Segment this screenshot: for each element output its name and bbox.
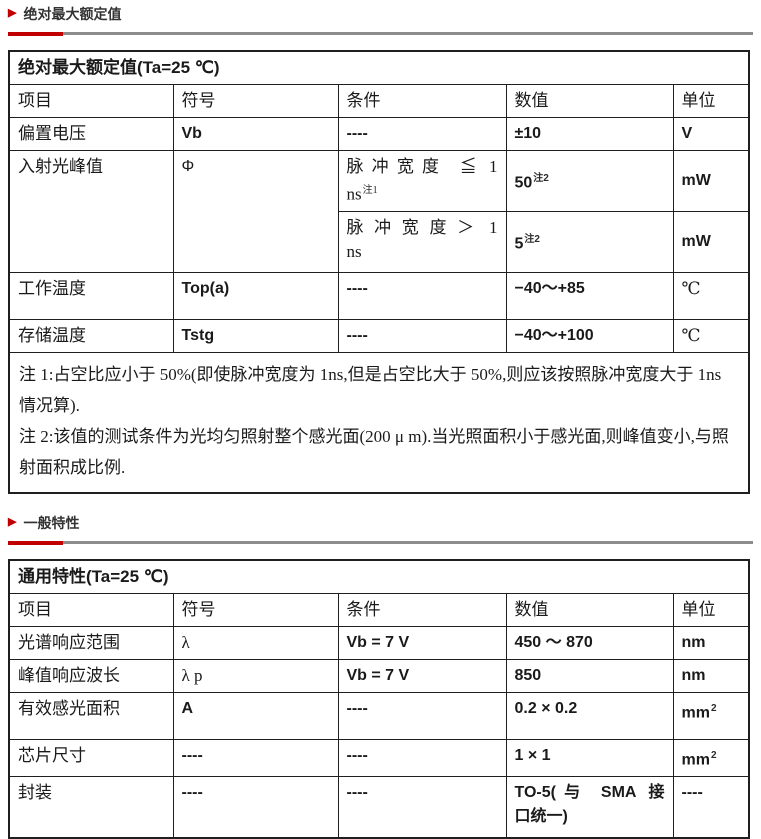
section-heading-label: 一般特性 <box>23 515 80 531</box>
table-cell: 封装 <box>8 776 174 839</box>
section-heading: ▶ 绝对最大额定值 <box>8 5 753 23</box>
table-cell: 850 <box>505 659 674 693</box>
table-cell: nm <box>672 626 750 660</box>
table-cell: −40～+100 <box>505 319 674 353</box>
table-cell: 光谱响应范围 <box>8 626 174 660</box>
table-cell: ±10 <box>505 117 674 151</box>
note-reference: 2 <box>710 750 717 761</box>
divider-gray-segment <box>63 32 753 35</box>
table-cell: TO-5(与 SMA 接口统一) <box>505 776 674 839</box>
table-cell: 1 × 1 <box>505 738 674 778</box>
column-header: 数值 <box>505 84 674 118</box>
note-reference: 2 <box>710 703 717 714</box>
table-cell: 注 1:占空比应小于 50%(即使脉冲宽度为 1ns,但是占空比大于 50%,则… <box>8 352 750 494</box>
note-reference: 注1 <box>362 185 378 196</box>
column-header: 条件 <box>337 84 507 118</box>
table-cell: λ p <box>172 659 339 693</box>
table-cell: 峰值响应波长 <box>8 659 174 693</box>
table-cell: −40～+85 <box>505 272 674 320</box>
note-reference: 注2 <box>524 233 540 245</box>
section-heading: ▶ 一般特性 <box>8 514 753 532</box>
table-cell: 脉冲宽度 ≦ 1 ns注1 <box>337 150 507 212</box>
table-cell: ---- <box>337 272 507 320</box>
absolute-maximum-ratings-table: 绝对最大额定值(Ta=25 ℃) 项目 符号 条件 数值 单位 偏置电压 Vb ---- ±10 V… <box>8 50 753 494</box>
column-header: 项目 <box>8 593 174 627</box>
table-cell: ---- <box>337 692 507 740</box>
column-header: 符号 <box>172 84 339 118</box>
table-cell: ℃ <box>672 319 750 353</box>
table-cell: ---- <box>337 738 507 778</box>
general-characteristics-table: 通用特性(Ta=25 ℃) 项目 符号 条件 数值 单位光谱响应范围 λ Vb = 7 V 45… <box>8 559 753 839</box>
table-cell: ---- <box>337 117 507 151</box>
table-cell: ℃ <box>672 272 750 320</box>
divider-red-segment <box>8 540 63 545</box>
data-table: 通用特性(Ta=25 ℃) 项目 符号 条件 数值 单位光谱响应范围 λ Vb = 7 V 45… <box>8 559 751 839</box>
table-cell: ---- <box>172 738 339 778</box>
table-title: 通用特性(Ta=25 ℃) <box>8 559 750 594</box>
table-cell: A <box>172 692 339 740</box>
table-cell: ---- <box>337 776 507 839</box>
section-divider <box>8 540 753 545</box>
table-cell: 偏置电压 <box>8 117 174 151</box>
table-cell: 0.2 × 0.2 <box>505 692 674 740</box>
note-reference: 注2 <box>533 172 549 184</box>
section-general-characteristics: ▶ 一般特性 通用特性(Ta=25 ℃) 项目 符号 条件 数值 单位光谱响应范围 λ Vb … <box>8 514 753 839</box>
table-cell: ---- <box>172 776 339 839</box>
divider-red-segment <box>8 31 63 36</box>
table-cell: 450 ～ 870 <box>505 626 674 660</box>
section-absolute-maximum-ratings: ▶ 绝对最大额定值 绝对最大额定值(Ta=25 ℃) 项目 符号 条件 数值 单位偏置电压… <box>8 5 753 494</box>
column-header: 单位 <box>672 593 750 627</box>
red-triangle-icon: ▶ <box>8 515 17 528</box>
table-cell: 存储温度 <box>8 319 174 353</box>
table-cell: Top(a) <box>172 272 339 320</box>
table-cell: 50注2 <box>505 150 674 212</box>
table-cell: mm2 <box>672 738 750 778</box>
column-header: 条件 <box>337 593 507 627</box>
table-cell: Vb <box>172 117 339 151</box>
table-cell: 入射光峰值 <box>8 150 174 273</box>
table-cell: nm <box>672 659 750 693</box>
section-divider <box>8 31 753 36</box>
table-title: 绝对最大额定值(Ta=25 ℃) <box>8 50 750 85</box>
divider-gray-segment <box>63 541 753 544</box>
table-cell: V <box>672 117 750 151</box>
red-triangle-icon: ▶ <box>8 6 17 19</box>
table-cell: mW <box>672 211 750 273</box>
data-table: 绝对最大额定值(Ta=25 ℃) 项目 符号 条件 数值 单位 偏置电压 Vb ---- ±10 V… <box>8 50 751 494</box>
column-header: 数值 <box>505 593 674 627</box>
table-cell: Vb = 7 V <box>337 626 507 660</box>
table-cell: 脉冲宽度＞ 1 ns <box>337 211 507 273</box>
table-cell: 有效感光面积 <box>8 692 174 740</box>
section-heading-label: 绝对最大额定值 <box>23 6 122 22</box>
table-cell: λ <box>172 626 339 660</box>
column-header: 单位 <box>672 84 750 118</box>
table-cell: 芯片尺寸 <box>8 738 174 778</box>
table-cell: Vb = 7 V <box>337 659 507 693</box>
column-header: 符号 <box>172 593 339 627</box>
table-cell: ---- <box>337 319 507 353</box>
column-header: 项目 <box>8 84 174 118</box>
table-cell: 工作温度 <box>8 272 174 320</box>
table-cell: Φ <box>172 150 339 273</box>
table-cell: 5注2 <box>505 211 674 273</box>
table-cell: mW <box>672 150 750 212</box>
table-cell: ---- <box>672 776 750 839</box>
table-cell: Tstg <box>172 319 339 353</box>
table-cell: mm2 <box>672 692 750 740</box>
